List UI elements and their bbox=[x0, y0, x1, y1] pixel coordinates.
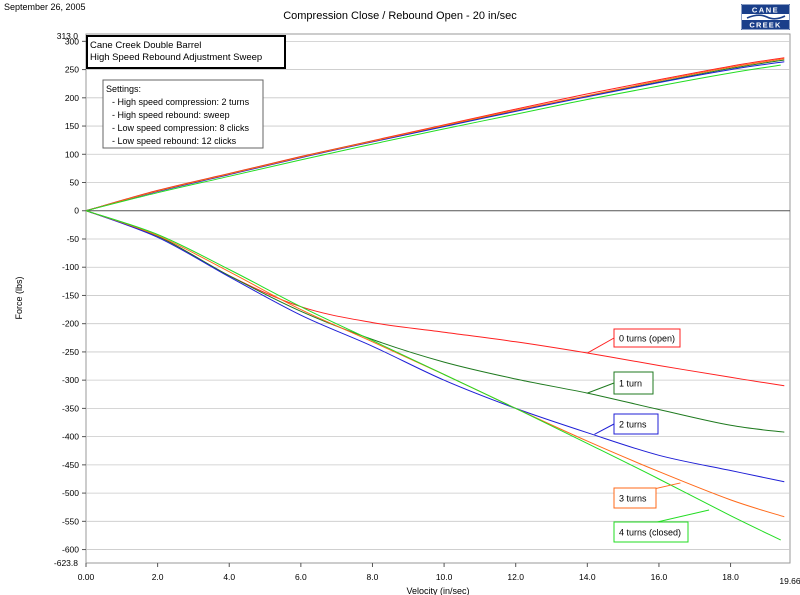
x-tick-label: 10.0 bbox=[436, 572, 453, 582]
settings-line: - High speed rebound: sweep bbox=[112, 110, 230, 120]
svg-text:CANE: CANE bbox=[752, 6, 779, 15]
y-tick-label: -600 bbox=[62, 545, 79, 555]
settings-line: - Low speed rebound: 12 clicks bbox=[112, 136, 237, 146]
y-tick-label: 100 bbox=[65, 149, 79, 159]
y-tick-label: -250 bbox=[62, 347, 79, 357]
x-tick-label: 8.0 bbox=[367, 572, 379, 582]
annotation-box bbox=[613, 328, 681, 348]
annotation-box bbox=[613, 371, 654, 395]
info-box-line1: Cane Creek Double Barrel bbox=[90, 40, 201, 51]
settings-line: - High speed compression: 2 turns bbox=[112, 97, 250, 107]
y-tick-label: -150 bbox=[62, 290, 79, 300]
series-line-rebound bbox=[85, 210, 781, 541]
annotation-box bbox=[613, 487, 657, 509]
y-tick-label: 200 bbox=[65, 93, 79, 103]
x-tick-label: 6.0 bbox=[295, 572, 307, 582]
y-tick-label: 50 bbox=[70, 178, 80, 188]
y-tick-label: -300 bbox=[62, 375, 79, 385]
series-line-compression bbox=[85, 57, 785, 212]
series-line-rebound bbox=[85, 210, 785, 433]
y-tick-label: -100 bbox=[62, 262, 79, 272]
x-axis-label: Velocity (in/sec) bbox=[406, 586, 469, 595]
settings-line: - Low speed compression: 8 clicks bbox=[112, 123, 250, 133]
y-tick-label: 150 bbox=[65, 121, 79, 131]
series-line-compression bbox=[85, 58, 785, 212]
annotation-leader bbox=[587, 382, 615, 394]
x-tick-label: 16.0 bbox=[651, 572, 668, 582]
series-annotations: 0 turns (open) 1 turn 2 turns 3 turns 4 turn… bbox=[587, 328, 710, 543]
annotation-box bbox=[613, 521, 689, 543]
y-tick-label: 300 bbox=[65, 36, 79, 46]
cane-creek-logo: CANE CREEK bbox=[741, 4, 790, 30]
x-tick-label: 4.0 bbox=[223, 572, 235, 582]
x-tick-label: 0.00 bbox=[78, 572, 95, 582]
series-label: 1 turn bbox=[619, 379, 642, 389]
compression-series bbox=[85, 57, 785, 212]
series-label: 0 turns (open) bbox=[619, 334, 675, 344]
y-tick-label: -500 bbox=[62, 488, 79, 498]
y-tick-label: 0 bbox=[74, 206, 79, 216]
plot-area bbox=[85, 33, 791, 564]
y-tick-label: -450 bbox=[62, 460, 79, 470]
series-line-rebound bbox=[85, 210, 785, 483]
annotation-leader bbox=[594, 423, 615, 435]
x-tick-label: 12.0 bbox=[507, 572, 524, 582]
info-box: Cane Creek Double Barrel High Speed Rebo… bbox=[86, 35, 286, 69]
settings-title: Settings: bbox=[106, 84, 141, 94]
y-tick-label: -200 bbox=[62, 319, 79, 329]
svg-text:CREEK: CREEK bbox=[749, 21, 781, 30]
info-box-line2: High Speed Rebound Adjustment Sweep bbox=[90, 52, 262, 63]
y-tick-label: -550 bbox=[62, 516, 79, 526]
y-tick-label: 250 bbox=[65, 65, 79, 75]
x-max-label: 19.66 bbox=[779, 576, 800, 586]
series-label: 3 turns bbox=[619, 494, 647, 504]
y-max-label: 313.0 bbox=[57, 31, 79, 41]
y-axis-label: Force (lbs) bbox=[14, 276, 24, 319]
axes: 300 250 200 150 100 50 0 -50 -100 -150 -200 -250 -30… bbox=[54, 31, 800, 586]
chart-title: Compression Close / Rebound Open - 20 in… bbox=[283, 10, 517, 22]
y-tick-label: -50 bbox=[67, 234, 80, 244]
y-tick-label: -400 bbox=[62, 432, 79, 442]
series-line-compression bbox=[85, 64, 781, 212]
x-tick-label: 18.0 bbox=[722, 572, 739, 582]
x-tick-label: 2.0 bbox=[152, 572, 164, 582]
annotation-leader bbox=[587, 337, 615, 354]
x-tick-label: 14.0 bbox=[579, 572, 596, 582]
series-label: 2 turns bbox=[619, 420, 647, 430]
series-label: 4 turns (closed) bbox=[619, 528, 681, 538]
settings-box: Settings: - High speed compression: 2 tu… bbox=[102, 79, 264, 149]
y-min-label: -623.8 bbox=[54, 558, 78, 568]
y-tick-label: -350 bbox=[62, 403, 79, 413]
rebound-series bbox=[85, 210, 785, 541]
report-date: September 26, 2005 bbox=[4, 2, 86, 12]
series-line-compression bbox=[85, 61, 785, 212]
annotation-box bbox=[613, 413, 659, 435]
